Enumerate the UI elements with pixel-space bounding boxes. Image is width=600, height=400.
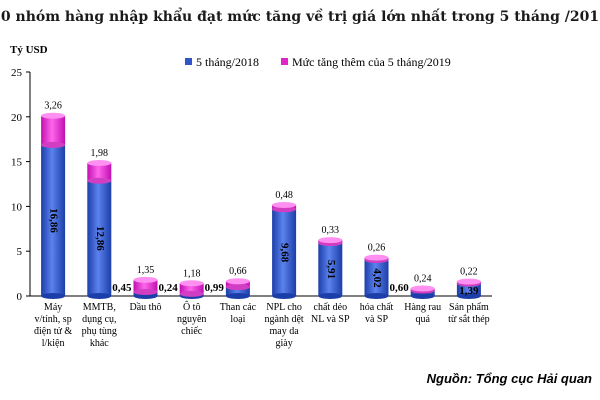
category-label: Dầu thô [130, 302, 162, 313]
label-increase-value: 0,26 [368, 243, 386, 254]
bar-2018-bottom [41, 293, 66, 299]
bar-2018 [272, 209, 297, 296]
legend-label-2018: 5 tháng/2018 [196, 55, 259, 69]
bar-2018-bottom [272, 293, 297, 299]
label-2018-value: 0,99 [205, 282, 225, 294]
bar-2018-bottom [318, 293, 343, 299]
bar-increase [41, 115, 66, 145]
label-increase-value: 1,18 [183, 268, 201, 279]
bar-increase-seam [133, 288, 158, 295]
bar-increase-top [41, 112, 66, 119]
bar-2018 [87, 180, 112, 296]
bar-increase-seam [41, 141, 66, 148]
bar-2018-bottom [225, 293, 250, 299]
y-ticks: 0 5 10 15 20 25 [11, 67, 30, 303]
bar-2018 [456, 283, 481, 296]
bar-increase-top [272, 201, 297, 208]
source-note: Nguồn: Tổng cục Hải quan [427, 371, 592, 386]
category-label: Than các loại [220, 302, 257, 325]
y-axis-label: Tỷ USD [10, 44, 48, 56]
bar-2018-bottom [456, 293, 481, 299]
bar-increase-top [87, 160, 112, 167]
bar-increase [179, 283, 204, 294]
category-label: Hàng rau quả [404, 302, 441, 325]
bar-increase-top [318, 237, 343, 244]
bar-2018-bottom [410, 293, 435, 299]
y-tick-label: 0 [17, 291, 23, 303]
label-2018-value: 5,91 [325, 260, 337, 279]
bar-increase [87, 163, 112, 181]
bar-increase [133, 279, 158, 292]
legend-label-increase: Mức tăng thêm của 5 tháng/2019 [292, 55, 451, 69]
bar-increase-seam [225, 284, 250, 291]
category-label: Máy v/tính, sp điện tử & l/kiện [34, 302, 72, 349]
bar-2018 [41, 144, 66, 296]
bar-increase-top [410, 285, 435, 292]
label-2018-value: 12,86 [94, 226, 106, 251]
bar-2018-bottom [87, 293, 112, 299]
bar-2018 [225, 287, 250, 296]
y-tick-label: 25 [11, 67, 23, 79]
label-increase-value: 0,48 [275, 190, 293, 201]
bar-2018 [318, 243, 343, 296]
legend-swatch-increase [281, 58, 288, 65]
label-2018-value: 16,86 [48, 208, 60, 233]
chart-title: 10 nhóm hàng nhập khẩu đạt mức tăng về t… [0, 7, 600, 25]
bar-increase-top [133, 276, 158, 283]
label-increase-value: 0,66 [229, 266, 247, 277]
y-tick-label: 10 [11, 201, 23, 213]
bar-increase-seam [87, 177, 112, 184]
bar-2018 [364, 259, 389, 296]
label-increase-value: 0,33 [322, 225, 340, 236]
category-label: NPL cho ngành dệt may da giày [265, 302, 304, 349]
label-increase-value: 0,22 [460, 267, 478, 278]
bar-increase-top [225, 278, 250, 285]
label-increase-value: 1,35 [137, 265, 155, 276]
category-label: Ô tô nguyên chiếc [177, 301, 206, 337]
category-label: chất dẻo NL và SP [311, 302, 350, 325]
bar-increase-top [364, 254, 389, 261]
y-tick-label: 5 [17, 246, 23, 258]
y-tick-label: 20 [11, 112, 23, 124]
y-tick-label: 15 [11, 157, 23, 169]
bar-increase-top [456, 278, 481, 285]
label-increase-value: 1,98 [91, 148, 109, 159]
legend: 5 tháng/2018 Mức tăng thêm của 5 tháng/2… [185, 55, 451, 69]
bars: 3,26 16,86 1,98 12,86 1,35 0,45 1,18 0,24 0,66 0,… [41, 101, 481, 299]
legend-swatch-2018 [185, 58, 192, 65]
label-2018-value: 4,02 [371, 268, 383, 288]
label-2018-value: 1,39 [459, 285, 479, 297]
category-label: hóa chất và SP [360, 302, 394, 325]
label-2018-value: 0,60 [389, 282, 409, 294]
bar-increase-seam [179, 290, 204, 297]
category-label: Sản phẩm từ sắt thép [448, 302, 490, 325]
category-label: MMTB, dụng cụ, phụ tùng khác [82, 302, 117, 349]
label-2018-value: 9,68 [279, 243, 291, 263]
label-increase-value: 0,24 [414, 273, 432, 284]
bar-2018-bottom [364, 293, 389, 299]
label-2018-value: 0,24 [158, 282, 178, 294]
category-labels: Máy v/tính, sp điện tử & l/kiện MMTB, dụng cụ… [34, 301, 490, 349]
bar-increase-seam [272, 206, 297, 213]
label-2018-value: 0,45 [112, 282, 132, 294]
bar-increase-top [179, 280, 204, 287]
label-increase-value: 3,26 [44, 101, 62, 112]
